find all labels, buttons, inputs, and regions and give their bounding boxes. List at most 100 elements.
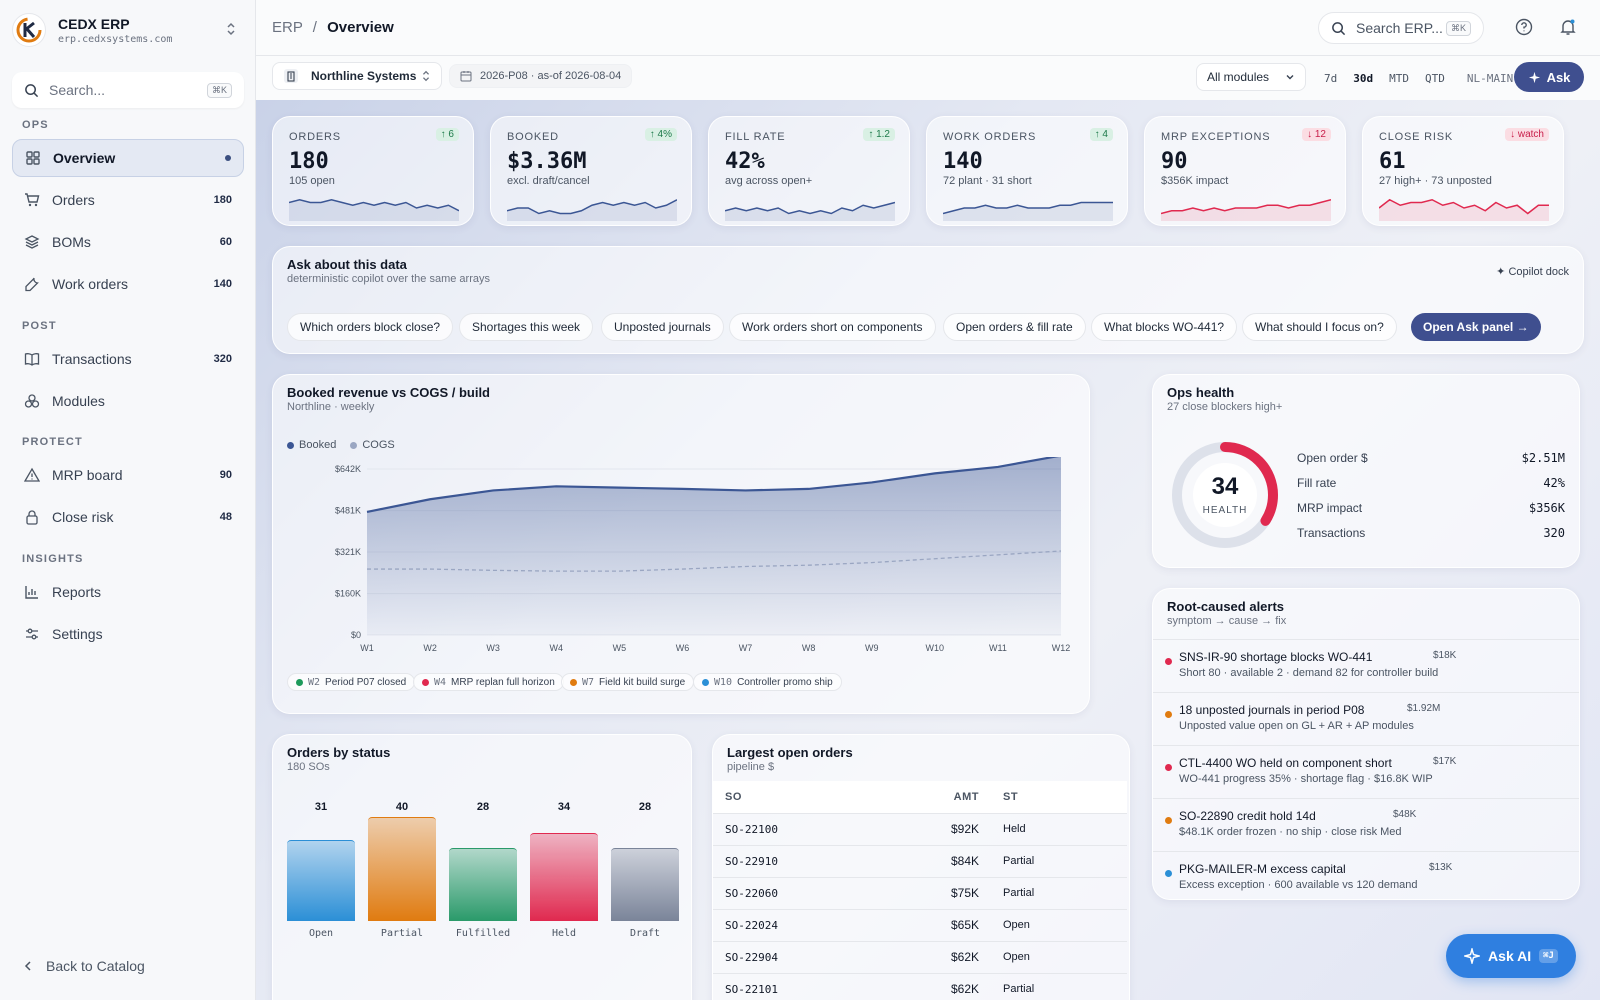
ask-chip[interactable]: Open orders & fill rate xyxy=(943,313,1086,341)
sidebar-item-reports[interactable]: Reports xyxy=(12,573,244,611)
annotation-chip[interactable]: W2 Period P07 closed xyxy=(287,673,416,691)
annotation-chip[interactable]: W4 MRP replan full horizon xyxy=(413,673,564,691)
ask-chip[interactable]: What blocks WO-441? xyxy=(1091,313,1238,341)
so-number[interactable]: SO-22904 xyxy=(713,940,943,973)
x-tick-label: W3 xyxy=(486,643,500,653)
so-number[interactable]: SO-22060 xyxy=(713,876,943,909)
column-header[interactable]: AMT xyxy=(943,781,1003,813)
sidebar-item-overview[interactable]: Overview xyxy=(12,139,244,177)
table-row[interactable]: SO-22024 $65K Open xyxy=(713,908,1127,941)
sidebar-item-work-orders[interactable]: Work orders 140 xyxy=(12,265,244,303)
severity-dot xyxy=(1165,764,1172,771)
alert-description: WO-441 progress 35% · shortage flag · $1… xyxy=(1179,773,1433,785)
alert-item[interactable]: 18 unposted journals in period P08 $1.92… xyxy=(1153,692,1579,744)
severity-dot xyxy=(1165,870,1172,877)
annotation-chip[interactable]: W10 Controller promo ship xyxy=(693,673,842,691)
back-to-catalog-link[interactable]: Back to Catalog xyxy=(22,958,145,974)
global-search[interactable]: Search ERP... ⌘K xyxy=(1318,12,1484,44)
bell-icon[interactable] xyxy=(1559,18,1577,36)
period-selector[interactable]: 2026-P08 · as-of 2026-08-04 xyxy=(449,64,633,88)
x-tick-label: W11 xyxy=(989,643,1007,653)
kpi-value: 180 xyxy=(289,149,329,174)
range-30d[interactable]: 30d xyxy=(1353,71,1374,85)
sidebar-item-orders[interactable]: Orders 180 xyxy=(12,181,244,219)
table-row[interactable]: SO-22910 $84K Partial xyxy=(713,844,1127,877)
table-row[interactable]: SO-22060 $75K Partial xyxy=(713,876,1127,909)
ask-chip[interactable]: Which orders block close? xyxy=(287,313,454,341)
sidebar-search-placeholder: Search... xyxy=(49,82,106,98)
status-bar[interactable] xyxy=(449,848,517,921)
table-row[interactable]: SO-22101 $62K Partial xyxy=(713,972,1127,1000)
range-7d[interactable]: 7d xyxy=(1324,71,1338,85)
severity-dot xyxy=(1165,711,1172,718)
alert-item[interactable]: SO-22890 credit hold 14d $48K $48.1K ord… xyxy=(1153,798,1579,850)
so-number[interactable]: SO-22101 xyxy=(713,972,943,1000)
kpi-card[interactable]: FILL RATE 42% avg across open+ ↑ 1.2 xyxy=(708,116,910,226)
kpi-label: MRP EXCEPTIONS xyxy=(1161,131,1271,143)
health-label: HEALTH xyxy=(1202,505,1248,516)
kpi-card[interactable]: MRP EXCEPTIONS 90 $356K impact ↓ 12 xyxy=(1144,116,1346,226)
x-tick-label: W7 xyxy=(739,643,753,653)
status-bar[interactable] xyxy=(287,840,355,921)
health-gauge xyxy=(1172,442,1278,548)
sidebar-item-label: BOMs xyxy=(52,234,91,250)
help-icon[interactable] xyxy=(1515,18,1533,36)
ask-ai-button[interactable]: Ask AI ⌘J xyxy=(1446,934,1576,978)
alert-amount: $13K xyxy=(1429,862,1453,873)
ask-chip[interactable]: Work orders short on components xyxy=(729,313,936,341)
alert-description: Excess exception · 600 available vs 120 … xyxy=(1179,879,1418,891)
status-bar[interactable] xyxy=(530,832,598,921)
book-icon xyxy=(24,353,40,366)
sidebar-item-transactions[interactable]: Transactions 320 xyxy=(12,340,244,378)
ask-chip[interactable]: Shortages this week xyxy=(459,313,594,341)
chart-subtitle: Northline · weekly xyxy=(287,401,375,413)
company-selector[interactable]: Northline Systems xyxy=(272,62,442,90)
range-qtd[interactable]: QTD xyxy=(1425,71,1445,85)
kpi-label: ORDERS xyxy=(289,131,341,143)
kpi-sparkline xyxy=(1379,198,1549,221)
ask-button[interactable]: Ask xyxy=(1514,62,1584,92)
kpi-card[interactable]: CLOSE RISK 61 27 high+ · 73 unposted ↓ w… xyxy=(1362,116,1564,226)
order-status: Partial xyxy=(1003,844,1127,877)
range-mtd[interactable]: MTD xyxy=(1389,71,1409,85)
sidebar-item-boms[interactable]: BOMs 60 xyxy=(12,223,244,261)
status-bar[interactable] xyxy=(368,817,436,921)
chevron-updown-icon[interactable] xyxy=(226,22,236,39)
search-icon xyxy=(25,83,39,97)
alert-item[interactable]: PKG-MAILER-M excess capital $13K Excess … xyxy=(1153,851,1579,899)
annotation-week: W10 xyxy=(714,676,733,688)
annotation-chip[interactable]: W7 Field kit build surge xyxy=(561,673,695,691)
annotation-label: Period P07 closed xyxy=(325,676,407,688)
kpi-card[interactable]: BOOKED $3.36M excl. draft/cancel ↑ 4% xyxy=(490,116,692,226)
alert-item[interactable]: SNS-IR-90 shortage blocks WO-441 $18K Sh… xyxy=(1153,639,1579,691)
status-bar[interactable] xyxy=(611,848,679,921)
open-orders-card: Largest open orders pipeline $ SO AMT ST… xyxy=(712,734,1130,1000)
modules-select[interactable]: All modules xyxy=(1196,63,1306,91)
alert-item[interactable]: CTL-4400 WO held on component short $17K… xyxy=(1153,745,1579,797)
kpi-card[interactable]: ORDERS 180 105 open ↑ 6 xyxy=(272,116,474,226)
ask-chip[interactable]: Unposted journals xyxy=(601,313,724,341)
sidebar-item-settings[interactable]: Settings xyxy=(12,615,244,653)
sidebar-item-mrp-board[interactable]: MRP board 90 xyxy=(12,456,244,494)
y-tick-label: $160K xyxy=(335,589,361,599)
brand-url: erp.cedxsystems.com xyxy=(58,33,173,45)
sidebar-item-modules[interactable]: Modules xyxy=(12,382,244,420)
column-header[interactable]: ST xyxy=(1003,781,1127,813)
table-row[interactable]: SO-22100 $92K Held xyxy=(713,812,1127,845)
so-number[interactable]: SO-22024 xyxy=(713,908,943,941)
kpi-card[interactable]: WORK ORDERS 140 72 plant · 31 short ↑ 4 xyxy=(926,116,1128,226)
open-ask-panel-button[interactable]: Open Ask panel → xyxy=(1411,313,1541,341)
search-shortcut: ⌘K xyxy=(206,82,232,98)
copilot-dock-button[interactable]: ✦ Copilot dock xyxy=(1496,265,1569,278)
column-header[interactable]: SO xyxy=(713,781,943,813)
breadcrumb-root[interactable]: ERP xyxy=(272,19,303,36)
brand-switcher[interactable]: CEDX ERP erp.cedxsystems.com xyxy=(12,12,244,48)
table-row[interactable]: SO-22904 $62K Open xyxy=(713,940,1127,973)
sparkline-line xyxy=(725,201,895,215)
so-number[interactable]: SO-22100 xyxy=(713,812,943,845)
sidebar-search[interactable]: Search... ⌘K xyxy=(12,72,244,108)
ask-chip[interactable]: What should I focus on? xyxy=(1242,313,1397,341)
so-number[interactable]: SO-22910 xyxy=(713,844,943,877)
x-tick-label: W1 xyxy=(360,643,374,653)
sidebar-item-close-risk[interactable]: Close risk 48 xyxy=(12,498,244,536)
